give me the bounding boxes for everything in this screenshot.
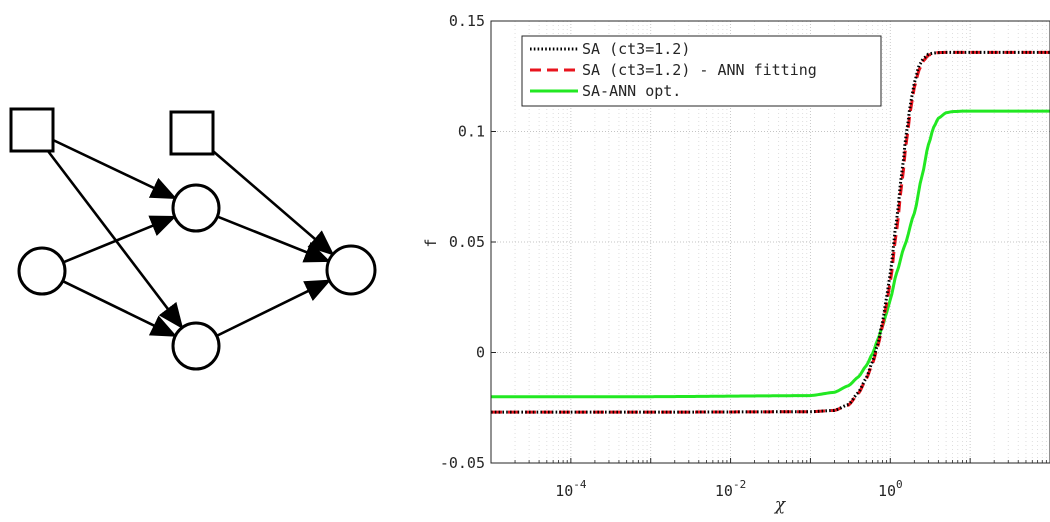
diagram-nodes xyxy=(9,107,377,371)
diagram-edges xyxy=(46,138,335,338)
series-line-dashed xyxy=(491,50,1050,414)
y-axis-label: f xyxy=(422,238,440,247)
edge-in1-h1 xyxy=(52,138,178,200)
series-line-solid xyxy=(491,109,1050,399)
x-tick-exponent: 0 xyxy=(896,478,903,491)
series-layer xyxy=(491,50,1050,414)
x-tick-base: 10 xyxy=(555,482,573,500)
y-tick-label: 0.15 xyxy=(449,12,485,30)
edge-h2-out xyxy=(216,279,332,338)
x-tick-base: 10 xyxy=(715,482,733,500)
edge-in2-h2 xyxy=(62,279,178,338)
legend-box xyxy=(521,35,882,107)
x-axis-label: χ xyxy=(774,495,787,515)
edge-bias-out xyxy=(212,150,335,256)
x-tick-label: 10-4 xyxy=(555,478,587,500)
y-tick-label: -0.05 xyxy=(440,454,485,472)
legend-label: SA (ct3=1.2) - ANN fitting xyxy=(582,61,817,79)
node-in1 xyxy=(9,107,55,153)
legend-items: SA (ct3=1.2) SA (ct3=1.2) - ANN fitting SA… xyxy=(530,40,817,100)
x-tick-exponent: -2 xyxy=(733,478,746,491)
y-axis-ticks: -0.05 0 0.05 0.1 0.15 xyxy=(440,12,496,472)
edge-in2-h1 xyxy=(62,215,177,264)
legend-label: SA (ct3=1.2) xyxy=(582,40,690,58)
x-tick-exponent: -4 xyxy=(573,478,587,491)
y-tick-label: 0.05 xyxy=(449,233,485,251)
network-diagram xyxy=(9,107,377,371)
edge-in1-h2 xyxy=(46,150,184,330)
edge-h1-out xyxy=(216,215,331,263)
node-out xyxy=(325,244,377,296)
x-axis-ticks: 10-4 10-2 100 xyxy=(490,458,1050,500)
node-bias xyxy=(169,110,215,156)
node-h1 xyxy=(171,183,221,233)
x-tick-label: 10-2 xyxy=(715,478,746,500)
node-h2 xyxy=(171,321,221,371)
legend: SA (ct3=1.2) SA (ct3=1.2) - ANN fitting SA… xyxy=(521,35,882,107)
x-tick-base: 10 xyxy=(878,482,896,500)
y-tick-label: 0 xyxy=(476,344,485,362)
y-tick-label: 0.1 xyxy=(458,123,485,141)
x-tick-label: 100 xyxy=(878,478,903,500)
node-in2 xyxy=(17,246,67,296)
legend-label: SA-ANN opt. xyxy=(582,82,681,100)
